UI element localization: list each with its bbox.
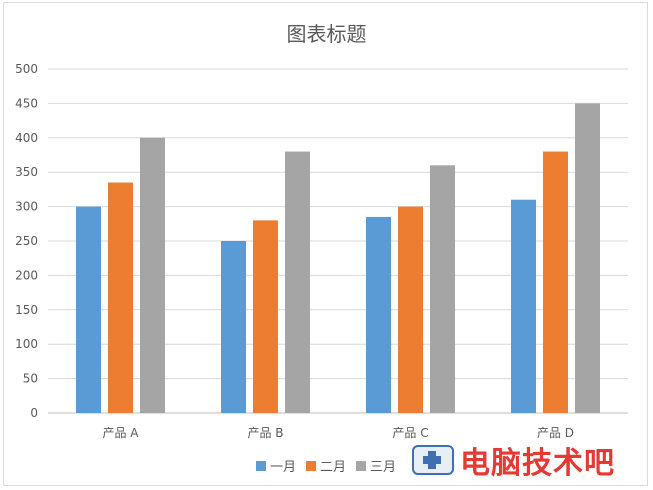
bar-1-1 [76, 206, 101, 413]
x-category-label: 产品 B [247, 426, 283, 440]
bar-2-4 [543, 151, 568, 413]
legend-item-series-0: 一月 [256, 456, 296, 475]
x-category-label: 产品 C [392, 426, 428, 440]
chart-title: 图表标题 [286, 22, 367, 46]
y-tick-label: 250 [15, 234, 38, 248]
bar-1-2 [221, 241, 246, 413]
bar-3-2 [285, 151, 310, 413]
y-tick-label: 450 [15, 96, 38, 110]
bar-3-4 [575, 103, 600, 414]
legend-label: 一月 [270, 460, 297, 475]
y-axis-ticks: 0 50 100 150 200 250 300 350 400 450 500 [15, 62, 38, 420]
y-tick-label: 350 [15, 165, 38, 179]
y-tick-label: 100 [15, 337, 38, 351]
watermark-text: 电脑技术吧 [460, 446, 615, 481]
bar-3-3 [430, 165, 455, 413]
bar-1-3 [366, 216, 391, 413]
gridlines [48, 68, 628, 414]
bar-1-4 [511, 199, 536, 413]
legend-label: 三月 [370, 460, 397, 475]
x-category-label: 产品 A [102, 426, 139, 440]
y-tick-label: 400 [15, 131, 38, 145]
watermark: 电脑技术吧 [412, 438, 615, 482]
bar-3-1 [140, 137, 165, 414]
bar-2-1 [108, 182, 133, 413]
watermark-logo-icon [412, 445, 454, 475]
legend-swatch [356, 460, 367, 471]
bar-2-3 [398, 206, 423, 413]
legend-swatch [256, 460, 266, 471]
legend-label: 二月 [320, 460, 347, 475]
y-tick-label: 50 [23, 372, 38, 386]
y-tick-label: 300 [15, 200, 38, 214]
y-tick-label: 500 [15, 62, 38, 76]
y-tick-label: 0 [30, 406, 38, 420]
legend-item-series-1: 二月 [306, 456, 346, 475]
legend-item-series-2: 三月 [356, 456, 396, 475]
legend-swatch [306, 460, 317, 471]
y-tick-label: 150 [15, 303, 38, 317]
y-tick-label: 200 [15, 268, 38, 282]
legend: 一月 二月 三月 [256, 456, 396, 475]
bar-2-2 [253, 220, 278, 413]
x-axis-labels: 产品 A 产品 B 产品 C 产品 D [102, 426, 574, 440]
bars [76, 103, 600, 414]
x-category-label: 产品 D [537, 426, 574, 440]
